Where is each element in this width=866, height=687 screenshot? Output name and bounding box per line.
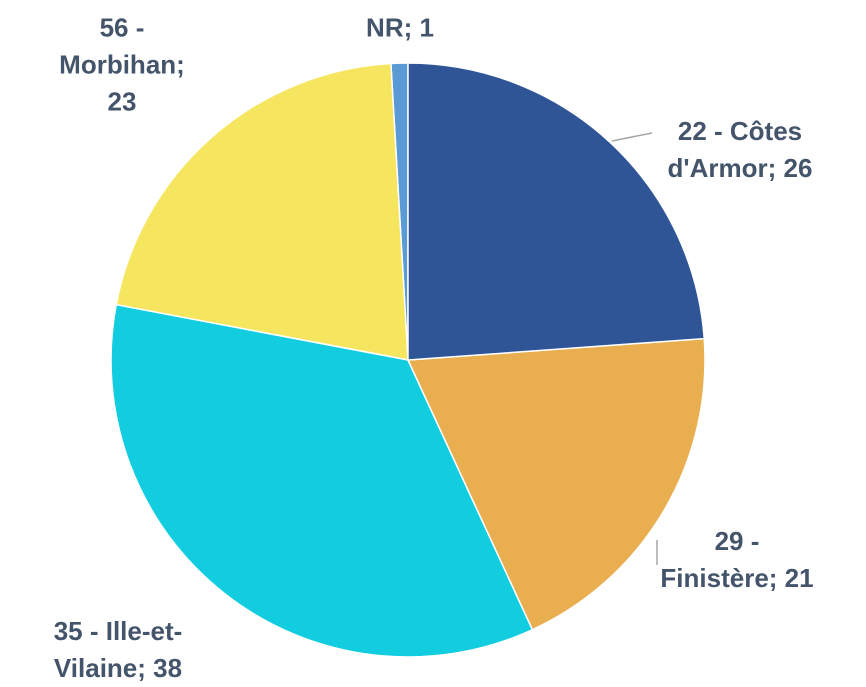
pie-slice bbox=[115, 62, 409, 361]
data-label: NR; 1 bbox=[366, 12, 434, 43]
data-label: 29 - Finistère; 21 bbox=[660, 526, 814, 593]
leader-line bbox=[611, 132, 653, 142]
pie-slice bbox=[406, 337, 706, 631]
pie-slice bbox=[407, 62, 706, 361]
pie-slice bbox=[110, 303, 534, 658]
data-label: 35 - Ille-et-Vilaine; 38 bbox=[53, 616, 183, 683]
data-label: 22 - Côtes d'Armor; 26 bbox=[667, 116, 813, 183]
data-label: 56 - Morbihan; 23 bbox=[59, 12, 185, 117]
